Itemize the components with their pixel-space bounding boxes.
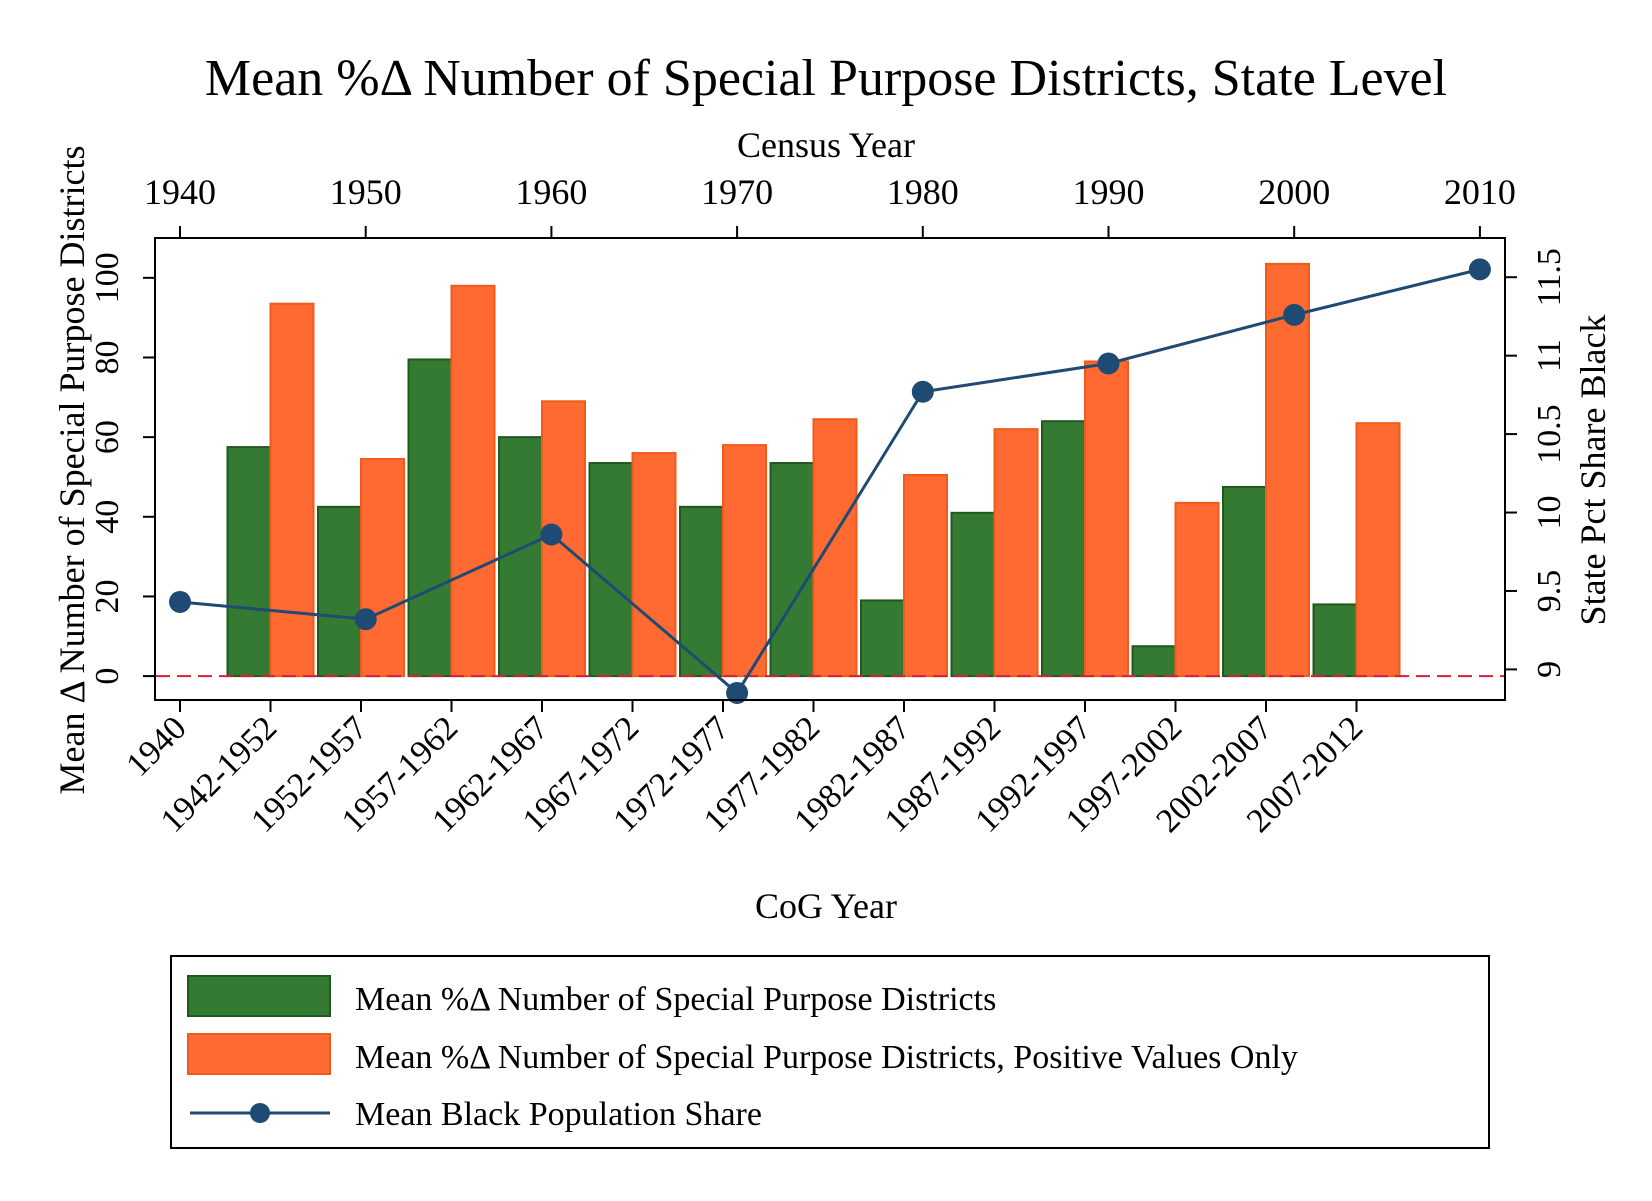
bar-districts-1992-1997 [1041, 420, 1086, 678]
left-tick-label: 100 [89, 252, 126, 303]
bar-districts-1997-2002 [1131, 645, 1177, 678]
point-black-share-1970 [726, 681, 749, 704]
bar-positive-2007-2012 [1355, 422, 1401, 678]
top-axis: 1940 1950 1960 1970 1980 1990 2000 2010 [144, 172, 1516, 238]
bar-positive-2002-2007 [1265, 262, 1310, 678]
bar-districts-1967-1972 [588, 462, 634, 678]
point-black-share-1950 [354, 608, 377, 631]
line-black-share [179, 267, 1481, 696]
bar-positive-1982-1987 [903, 473, 948, 678]
point-black-share-2010 [1468, 258, 1491, 281]
bar-districts-1942-1952 [226, 446, 272, 678]
bottom-axis: 19401942-19521952-19571957-19621962-1967… [119, 700, 1370, 840]
left-tick-label: 20 [89, 579, 126, 613]
bar-positive-1942-1952 [269, 302, 315, 678]
top-axis-title: Census Year [737, 125, 915, 165]
bar-positive-1992-1997 [1084, 360, 1129, 678]
bar-positive-1957-1962 [450, 284, 496, 678]
bar-positive-1967-1972 [631, 452, 677, 678]
right-tick-label: 11 [1531, 339, 1568, 372]
right-tick-label: 9 [1531, 661, 1568, 678]
left-axis-title: Mean Δ Number of Special Purpose Distric… [52, 145, 92, 794]
top-tick-label: 1980 [887, 172, 959, 212]
left-axis: 0 20 40 60 80 100 [89, 252, 155, 685]
legend-label-black-share: Mean Black Population Share [355, 1096, 762, 1133]
bar-districts-1972-1977 [679, 505, 724, 678]
left-tick-label: 60 [89, 420, 126, 454]
bar-positive-1997-2002 [1174, 501, 1220, 678]
right-axis-title: State Pct Share Black [1573, 315, 1613, 626]
right-tick-label: 10 [1531, 496, 1568, 530]
bar-districts-2007-2012 [1312, 603, 1358, 678]
left-tick-label: 80 [89, 340, 126, 374]
chart-title: Mean %Δ Number of Special Purpose Distri… [205, 50, 1447, 107]
bar-districts-1987-1992 [950, 511, 996, 678]
point-black-share-1980 [911, 380, 934, 403]
line-layer [169, 258, 1491, 704]
legend-label-districts: Mean %Δ Number of Special Purpose Distri… [355, 981, 996, 1018]
bar-districts-1977-1982 [769, 462, 815, 678]
legend-swatch-districts [187, 975, 331, 1017]
bar-positive-1977-1982 [812, 418, 858, 678]
bar-positive-1987-1992 [993, 428, 1039, 678]
top-tick-label: 1960 [515, 172, 587, 212]
bar-positive-1952-1957 [360, 458, 405, 678]
top-tick-label: 1990 [1073, 172, 1145, 212]
top-tick-label: 1970 [701, 172, 773, 212]
point-black-share-2000 [1283, 303, 1306, 326]
bar-districts-1982-1987 [860, 599, 905, 678]
top-tick-label: 1950 [330, 172, 402, 212]
legend-frame [170, 955, 1490, 1149]
bar-districts-1957-1962 [407, 358, 453, 678]
bar-districts-2002-2007 [1222, 485, 1267, 678]
left-tick-label: 40 [89, 500, 126, 534]
bars-layer [226, 262, 1401, 678]
top-tick-label: 2000 [1258, 172, 1330, 212]
left-tick-label: 0 [89, 668, 126, 685]
right-tick-label: 10.5 [1531, 404, 1568, 464]
top-tick-label: 1940 [144, 172, 216, 212]
legend: Mean %Δ Number of Special Purpose Distri… [170, 955, 1490, 1149]
point-black-share-1990 [1097, 352, 1120, 375]
right-tick-label: 11.5 [1531, 248, 1568, 306]
bar-districts-1952-1957 [317, 505, 362, 678]
top-tick-label: 2010 [1444, 172, 1516, 212]
legend-swatch-positive-only [187, 1033, 331, 1075]
bottom-axis-title: CoG Year [755, 886, 897, 926]
bar-positive-1972-1977 [722, 444, 767, 678]
right-tick-label: 9.5 [1531, 570, 1568, 613]
legend-marker-black-share [250, 1103, 270, 1123]
point-black-share-1960 [540, 523, 563, 546]
bottom-tick-label: 1940 [119, 709, 193, 783]
point-black-share-1940 [169, 590, 191, 613]
plot-frame [154, 237, 1506, 701]
legend-label-positive-only: Mean %Δ Number of Special Purpose Distri… [355, 1039, 1298, 1076]
right-axis: 9 9.5 10 10.5 11 11.5 [1505, 248, 1568, 678]
